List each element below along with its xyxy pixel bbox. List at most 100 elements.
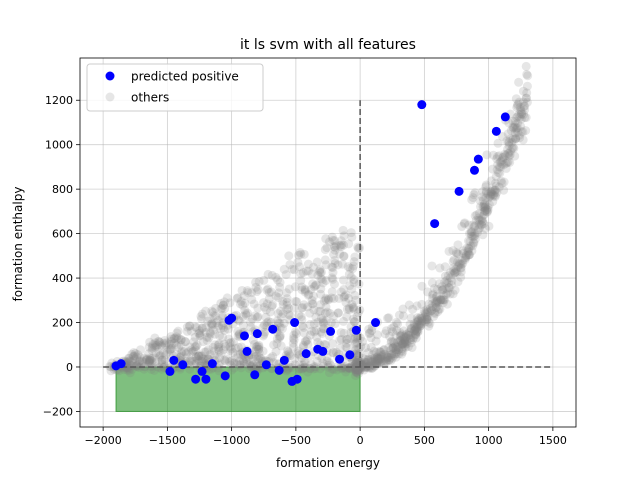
others-point: [227, 365, 237, 375]
others-point: [435, 295, 445, 305]
others-point: [238, 357, 248, 367]
others-point: [242, 286, 252, 296]
others-point: [417, 299, 427, 309]
others-point: [461, 250, 471, 260]
others-point: [294, 310, 304, 320]
others-point: [207, 319, 217, 329]
others-point: [351, 368, 361, 378]
others-point: [475, 196, 485, 206]
others-point: [296, 276, 306, 286]
others-point: [202, 336, 212, 346]
others-point: [468, 220, 478, 230]
others-point: [251, 342, 261, 352]
others-point: [400, 335, 410, 345]
others-point: [353, 365, 363, 375]
others-point: [501, 163, 511, 173]
others-point: [322, 307, 332, 317]
others-point: [453, 249, 463, 259]
others-point: [213, 340, 223, 350]
others-point: [488, 185, 498, 195]
others-point: [217, 303, 227, 313]
others-point: [364, 361, 374, 371]
others-point: [191, 352, 201, 362]
others-point: [193, 354, 203, 364]
others-point: [203, 316, 213, 326]
others-point: [225, 346, 235, 356]
others-point: [241, 309, 251, 319]
others-point: [319, 361, 329, 371]
others-point: [195, 330, 205, 340]
others-point: [320, 245, 330, 255]
others-point: [251, 277, 261, 287]
predicted-positive-point: [491, 126, 501, 136]
others-point: [307, 326, 317, 336]
others-point: [275, 331, 285, 341]
others-point: [441, 290, 451, 300]
others-point: [268, 300, 278, 310]
others-point: [290, 282, 300, 292]
others-point: [504, 141, 514, 151]
others-point: [472, 210, 482, 220]
predicted-positive-point: [417, 100, 427, 110]
others-point: [486, 187, 496, 197]
others-point: [368, 356, 378, 366]
predicted-positive-point: [371, 318, 381, 328]
others-point: [348, 314, 358, 324]
others-point: [329, 294, 339, 304]
others-point: [469, 231, 479, 241]
others-point: [311, 312, 321, 322]
others-point: [233, 315, 243, 325]
others-point: [400, 338, 410, 348]
others-point: [396, 336, 406, 346]
others-point: [309, 319, 319, 329]
predicted-positive-point: [301, 349, 311, 359]
others-point: [387, 327, 397, 337]
others-point: [134, 357, 144, 367]
others-point: [420, 317, 430, 327]
others-point: [165, 344, 175, 354]
others-point: [404, 330, 414, 340]
others-point: [281, 288, 291, 298]
others-point: [172, 334, 182, 344]
others-point: [486, 176, 496, 186]
others-point: [133, 350, 143, 360]
others-point: [283, 347, 293, 357]
others-point: [353, 242, 363, 252]
others-point: [449, 263, 459, 273]
others-point: [392, 341, 402, 351]
others-point: [416, 312, 426, 322]
others-point: [401, 333, 411, 343]
others-point: [391, 317, 401, 327]
others-point: [501, 151, 511, 161]
others-point: [157, 355, 167, 365]
y-tick-label: 0: [66, 361, 73, 374]
others-point: [511, 94, 521, 104]
others-point: [387, 336, 397, 346]
others-point: [516, 105, 526, 115]
others-point: [263, 284, 273, 294]
others-point: [479, 202, 489, 212]
others-point: [352, 365, 362, 375]
others-point: [176, 351, 186, 361]
others-point: [279, 318, 289, 328]
others-point: [404, 300, 414, 310]
others-point: [372, 358, 382, 368]
others-point: [271, 291, 281, 301]
others-point: [506, 126, 516, 136]
others-point: [477, 192, 487, 202]
others-point: [261, 305, 271, 315]
others-point: [465, 229, 475, 239]
others-point: [463, 236, 473, 246]
others-point: [192, 323, 202, 333]
others-point: [297, 321, 307, 331]
others-point: [473, 227, 483, 237]
plot-frame: [79, 57, 577, 428]
others-point: [522, 81, 532, 91]
others-point: [385, 353, 395, 363]
others-point: [299, 340, 309, 350]
others-point: [225, 342, 235, 352]
others-point: [478, 187, 488, 197]
others-point: [344, 239, 354, 249]
x-tick-label: 1000: [475, 434, 503, 447]
